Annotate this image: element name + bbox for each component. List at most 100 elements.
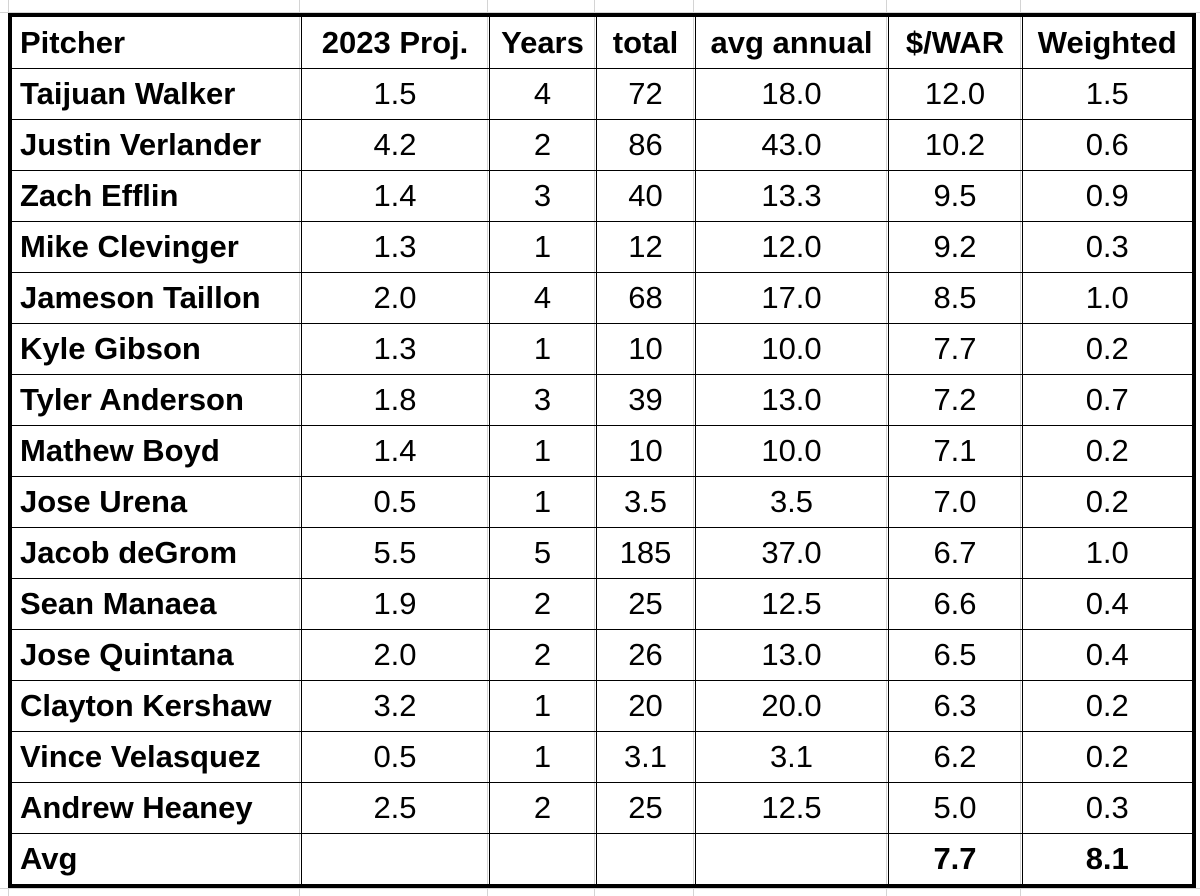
years-cell[interactable]: 1 bbox=[488, 680, 597, 732]
total-cell[interactable]: 26 bbox=[595, 629, 696, 681]
weighted-cell[interactable]: 0.2 bbox=[1021, 425, 1195, 477]
proj-cell[interactable]: 2.0 bbox=[300, 272, 490, 324]
total-cell[interactable]: 185 bbox=[595, 527, 696, 579]
years-cell[interactable]: 1 bbox=[488, 323, 597, 375]
years-cell[interactable]: 2 bbox=[488, 629, 597, 681]
dollars-per-war-cell[interactable]: 6.3 bbox=[887, 680, 1023, 732]
pitcher-name-cell[interactable]: Sean Manaea bbox=[9, 578, 302, 630]
total-cell[interactable]: 3.5 bbox=[595, 476, 696, 528]
pitcher-name-cell[interactable]: Jose Urena bbox=[9, 476, 302, 528]
weighted-cell[interactable]: 0.2 bbox=[1021, 323, 1195, 375]
average-dollars-per-war-cell[interactable]: 7.7 bbox=[887, 833, 1023, 887]
avg-annual-cell[interactable]: 10.0 bbox=[694, 425, 889, 477]
pitcher-name-cell[interactable]: Mike Clevinger bbox=[9, 221, 302, 273]
pitcher-name-cell[interactable]: Jacob deGrom bbox=[9, 527, 302, 579]
weighted-cell[interactable]: 0.2 bbox=[1021, 476, 1195, 528]
dollars-per-war-cell[interactable]: 8.5 bbox=[887, 272, 1023, 324]
pitcher-name-cell[interactable]: Kyle Gibson bbox=[9, 323, 302, 375]
avg-annual-cell[interactable]: 3.1 bbox=[694, 731, 889, 783]
dollars-per-war-cell[interactable]: 6.5 bbox=[887, 629, 1023, 681]
pitcher-name-cell[interactable]: Justin Verlander bbox=[9, 119, 302, 171]
weighted-cell[interactable]: 0.9 bbox=[1021, 170, 1195, 222]
pitcher-name-cell[interactable]: Mathew Boyd bbox=[9, 425, 302, 477]
total-cell[interactable]: 72 bbox=[595, 68, 696, 120]
years-cell[interactable]: 2 bbox=[488, 119, 597, 171]
years-cell[interactable]: 1 bbox=[488, 731, 597, 783]
header-cell-avg-annual[interactable]: avg annual bbox=[694, 14, 889, 69]
avg-annual-cell[interactable]: 17.0 bbox=[694, 272, 889, 324]
header-cell-pitcher[interactable]: Pitcher bbox=[9, 14, 302, 69]
years-cell[interactable]: 2 bbox=[488, 578, 597, 630]
years-cell[interactable]: 1 bbox=[488, 476, 597, 528]
years-cell[interactable]: 2 bbox=[488, 782, 597, 834]
dollars-per-war-cell[interactable]: 9.2 bbox=[887, 221, 1023, 273]
proj-cell[interactable]: 2.5 bbox=[300, 782, 490, 834]
dollars-per-war-cell[interactable]: 6.6 bbox=[887, 578, 1023, 630]
total-cell[interactable]: 25 bbox=[595, 782, 696, 834]
proj-cell[interactable]: 0.5 bbox=[300, 731, 490, 783]
dollars-per-war-cell[interactable]: 7.7 bbox=[887, 323, 1023, 375]
proj-cell[interactable]: 3.2 bbox=[300, 680, 490, 732]
avg-annual-cell[interactable]: 12.5 bbox=[694, 578, 889, 630]
total-cell[interactable]: 10 bbox=[595, 323, 696, 375]
proj-cell[interactable]: 1.3 bbox=[300, 221, 490, 273]
pitcher-name-cell[interactable]: Vince Velasquez bbox=[9, 731, 302, 783]
proj-cell[interactable]: 5.5 bbox=[300, 527, 490, 579]
dollars-per-war-cell[interactable]: 7.2 bbox=[887, 374, 1023, 426]
dollars-per-war-cell[interactable]: 10.2 bbox=[887, 119, 1023, 171]
pitcher-name-cell[interactable]: Jameson Taillon bbox=[9, 272, 302, 324]
years-cell[interactable]: 4 bbox=[488, 68, 597, 120]
dollars-per-war-cell[interactable]: 5.0 bbox=[887, 782, 1023, 834]
total-cell[interactable]: 25 bbox=[595, 578, 696, 630]
pitcher-name-cell[interactable]: Zach Efflin bbox=[9, 170, 302, 222]
weighted-cell[interactable]: 0.3 bbox=[1021, 782, 1195, 834]
avg-annual-cell[interactable]: 37.0 bbox=[694, 527, 889, 579]
weighted-cell[interactable]: 0.2 bbox=[1021, 680, 1195, 732]
dollars-per-war-cell[interactable]: 7.1 bbox=[887, 425, 1023, 477]
avg-annual-cell[interactable]: 12.0 bbox=[694, 221, 889, 273]
weighted-cell[interactable]: 0.7 bbox=[1021, 374, 1195, 426]
proj-cell[interactable]: 2.0 bbox=[300, 629, 490, 681]
avg-annual-cell[interactable]: 43.0 bbox=[694, 119, 889, 171]
dollars-per-war-cell[interactable]: 6.7 bbox=[887, 527, 1023, 579]
years-cell[interactable]: 3 bbox=[488, 170, 597, 222]
proj-cell[interactable]: 1.3 bbox=[300, 323, 490, 375]
header-cell-weighted[interactable]: Weighted bbox=[1021, 14, 1195, 69]
weighted-cell[interactable]: 1.0 bbox=[1021, 272, 1195, 324]
header-cell-dollars-per-war[interactable]: $/WAR bbox=[887, 14, 1023, 69]
years-cell[interactable]: 4 bbox=[488, 272, 597, 324]
weighted-cell[interactable]: 0.4 bbox=[1021, 578, 1195, 630]
weighted-cell[interactable]: 1.0 bbox=[1021, 527, 1195, 579]
years-cell[interactable]: 3 bbox=[488, 374, 597, 426]
avg-annual-cell[interactable]: 18.0 bbox=[694, 68, 889, 120]
dollars-per-war-cell[interactable]: 6.2 bbox=[887, 731, 1023, 783]
years-cell[interactable]: 5 bbox=[488, 527, 597, 579]
average-cell[interactable] bbox=[595, 833, 696, 887]
total-cell[interactable]: 10 bbox=[595, 425, 696, 477]
weighted-cell[interactable]: 0.4 bbox=[1021, 629, 1195, 681]
avg-annual-cell[interactable]: 12.5 bbox=[694, 782, 889, 834]
total-cell[interactable]: 3.1 bbox=[595, 731, 696, 783]
proj-cell[interactable]: 1.9 bbox=[300, 578, 490, 630]
total-cell[interactable]: 68 bbox=[595, 272, 696, 324]
weighted-cell[interactable]: 1.5 bbox=[1021, 68, 1195, 120]
proj-cell[interactable]: 4.2 bbox=[300, 119, 490, 171]
proj-cell[interactable]: 0.5 bbox=[300, 476, 490, 528]
dollars-per-war-cell[interactable]: 12.0 bbox=[887, 68, 1023, 120]
weighted-cell[interactable]: 0.2 bbox=[1021, 731, 1195, 783]
dollars-per-war-cell[interactable]: 7.0 bbox=[887, 476, 1023, 528]
proj-cell[interactable]: 1.4 bbox=[300, 170, 490, 222]
avg-annual-cell[interactable]: 3.5 bbox=[694, 476, 889, 528]
weighted-cell[interactable]: 0.6 bbox=[1021, 119, 1195, 171]
total-cell[interactable]: 39 bbox=[595, 374, 696, 426]
proj-cell[interactable]: 1.4 bbox=[300, 425, 490, 477]
avg-annual-cell[interactable]: 10.0 bbox=[694, 323, 889, 375]
total-cell[interactable]: 40 bbox=[595, 170, 696, 222]
average-label-cell[interactable]: Avg bbox=[9, 833, 302, 887]
avg-annual-cell[interactable]: 20.0 bbox=[694, 680, 889, 732]
total-cell[interactable]: 20 bbox=[595, 680, 696, 732]
years-cell[interactable]: 1 bbox=[488, 425, 597, 477]
total-cell[interactable]: 86 bbox=[595, 119, 696, 171]
average-cell[interactable] bbox=[694, 833, 889, 887]
header-cell-proj[interactable]: 2023 Proj. bbox=[300, 14, 490, 69]
